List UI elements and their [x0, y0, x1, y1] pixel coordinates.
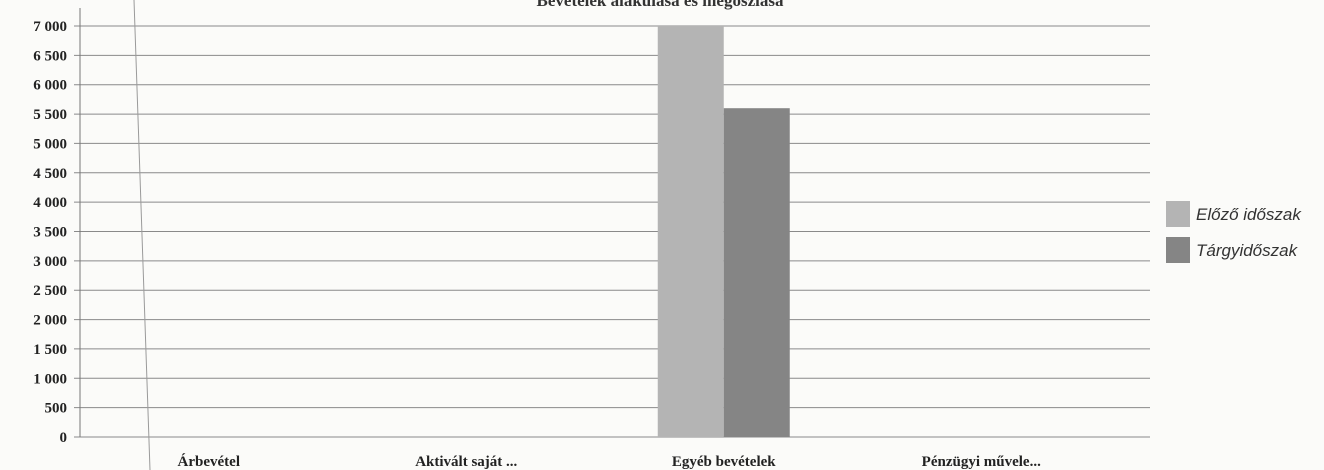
- y-tick-label: 1 500: [33, 342, 67, 358]
- y-tick-label: 4 500: [33, 166, 67, 182]
- y-tick-label: 5 000: [33, 136, 67, 152]
- grid-layer: [74, 0, 1150, 470]
- y-tick-label: 6 000: [33, 78, 67, 94]
- x-axis: Árbevétel Aktivált saját ... Egyéb bevétel…: [178, 453, 1042, 470]
- y-tick-label: 7 000: [33, 19, 67, 35]
- y-tick-label: 3 000: [33, 254, 67, 270]
- y-tick-label: 2 500: [33, 283, 67, 299]
- y-tick-label: 5 500: [33, 107, 67, 123]
- legend: Előző időszak Tárgyidőszak: [1166, 201, 1302, 263]
- y-tick-label: 2 000: [33, 313, 67, 329]
- chart-title: Bevételek alakulása és megoszlása: [537, 0, 784, 10]
- scan-line: [133, 0, 151, 470]
- y-tick-label: 1 000: [33, 371, 67, 387]
- y-tick-label: 3 500: [33, 225, 67, 241]
- y-tick-label: 6 500: [33, 48, 67, 64]
- x-category-label: Aktivált saját ...: [415, 454, 517, 470]
- bar-previous: [657, 26, 724, 437]
- bars-layer: [657, 26, 790, 437]
- legend-swatch: [1166, 201, 1190, 227]
- x-category-label: Egyéb bevételek: [672, 454, 776, 470]
- x-category-label: Árbevétel: [178, 453, 240, 470]
- legend-swatch: [1166, 237, 1190, 263]
- y-axis: 0 500 1 000 1 500 2 000 2 500 3 000 3 500 4 000 4…: [33, 8, 81, 446]
- x-category-label: Pénzügyi művele...: [922, 454, 1041, 470]
- bar-current: [723, 108, 790, 437]
- y-tick-label: 0: [60, 430, 68, 446]
- y-tick-label: 4 000: [33, 195, 67, 211]
- y-tick-label: 500: [45, 401, 68, 417]
- legend-label: Tárgyidőszak: [1196, 241, 1299, 260]
- legend-label: Előző időszak: [1196, 205, 1302, 224]
